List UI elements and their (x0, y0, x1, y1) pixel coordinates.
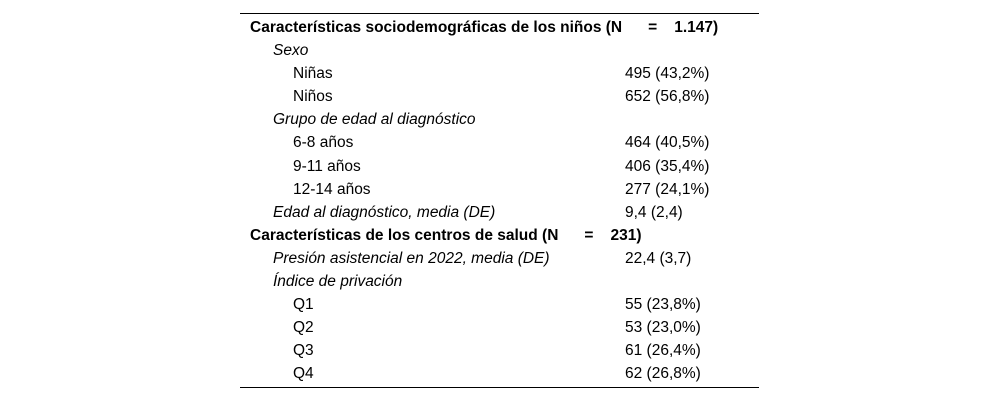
category-row: Q1 55 (23,8%) (240, 293, 759, 316)
category-label: Q1 (293, 296, 314, 314)
category-label: 12-14 años (293, 180, 371, 198)
value-cell: 495 (43,2%) (625, 65, 710, 83)
characteristics-table: Características sociodemográficas de los… (240, 13, 759, 388)
category-label: Q2 (293, 319, 314, 337)
value-cell: 464 (40,5%) (625, 134, 710, 152)
category-label: Niños (293, 88, 333, 106)
variable-row: Presión asistencial en 2022, media (DE) 2… (240, 247, 759, 270)
value-cell: 652 (56,8%) (625, 88, 710, 106)
category-row: Niñas 495 (43,2%) (240, 62, 759, 85)
category-row: Niños 652 (56,8%) (240, 85, 759, 108)
value-cell: 53 (23,0%) (625, 319, 701, 337)
sample-size: 231) (610, 226, 642, 244)
category-row: Q2 53 (23,0%) (240, 316, 759, 339)
variable-label: Sexo (273, 42, 309, 60)
variable-label: Índice de privación (273, 273, 403, 291)
variable-row: Edad al diagnóstico, media (DE) 9,4 (2,4) (240, 201, 759, 224)
value-cell: 277 (24,1%) (625, 180, 710, 198)
equals-sign: = (648, 19, 658, 36)
variable-label: Presión asistencial en 2022, media (DE) (273, 249, 550, 267)
category-row: Q3 61 (26,4%) (240, 339, 759, 362)
section-header-row: Características sociodemográficas de los… (240, 16, 759, 39)
category-row: 12-14 años 277 (24,1%) (240, 178, 759, 201)
variable-row: Grupo de edad al diagnóstico (240, 108, 759, 131)
category-label: Q4 (293, 365, 314, 383)
category-label: Q3 (293, 342, 314, 360)
category-label: Niñas (293, 65, 333, 83)
section-title: Características sociodemográficas de los… (250, 19, 623, 36)
variable-row: Índice de privación (240, 270, 759, 293)
variable-row: Sexo (240, 39, 759, 62)
variable-label: Grupo de edad al diagnóstico (273, 111, 476, 129)
category-label: 6-8 años (293, 134, 354, 152)
value-cell: 406 (35,4%) (625, 157, 710, 175)
value-cell: 55 (23,8%) (625, 296, 701, 314)
category-row: Q4 62 (26,8%) (240, 362, 759, 385)
section-title: Características de los centros de salud … (250, 226, 559, 244)
sample-size: 1.147) (674, 19, 719, 36)
category-label: 9-11 años (293, 157, 361, 175)
category-row: 9-11 años 406 (35,4%) (240, 155, 759, 178)
value-cell: 9,4 (2,4) (625, 203, 683, 221)
category-row: 6-8 años 464 (40,5%) (240, 131, 759, 154)
section-header-row: Características de los centros de salud … (240, 224, 759, 247)
value-cell: 62 (26,8%) (625, 365, 701, 383)
value-cell: 22,4 (3,7) (625, 249, 692, 267)
equals-sign: = (584, 226, 594, 244)
value-cell: 61 (26,4%) (625, 342, 701, 360)
variable-label: Edad al diagnóstico, media (DE) (273, 203, 496, 221)
